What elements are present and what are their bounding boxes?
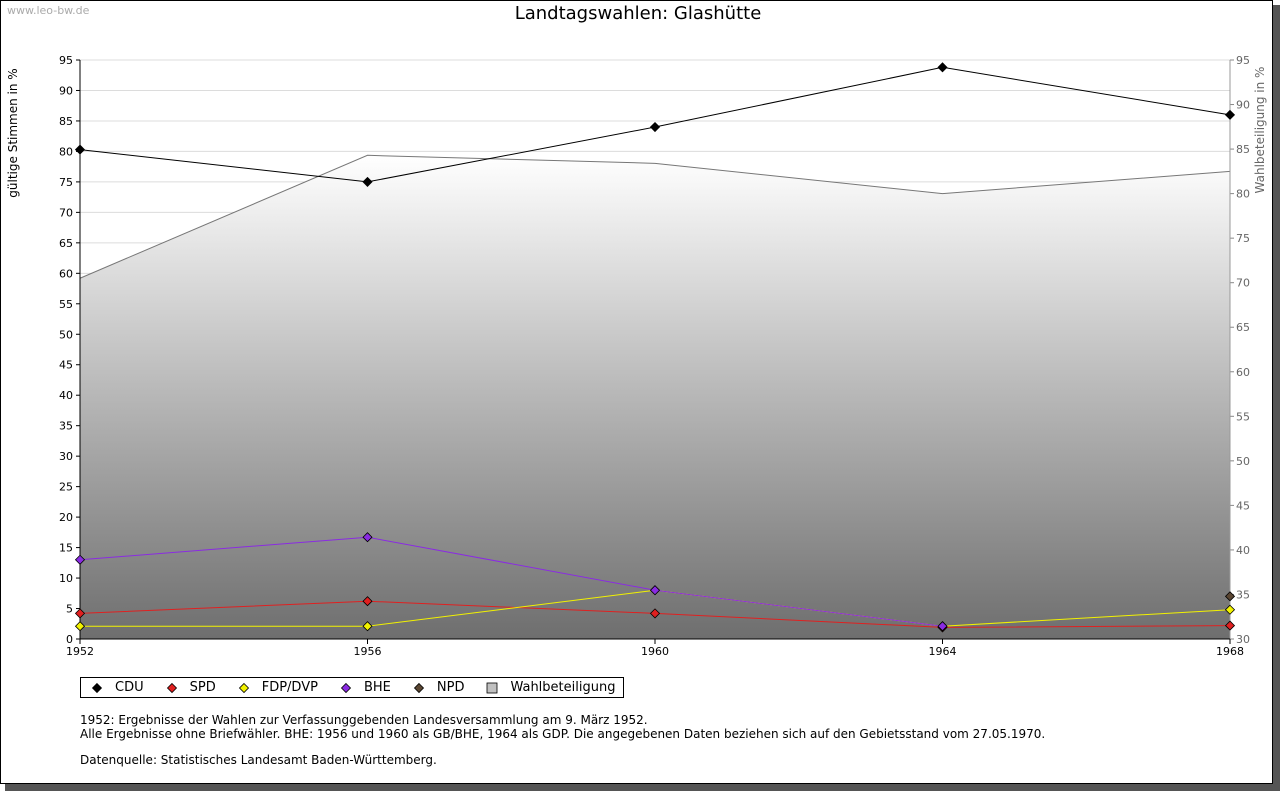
x-tick-label: 1952 (66, 645, 94, 658)
y-axis-label: gültige Stimmen in % (6, 68, 20, 197)
data-point-cdu (362, 176, 373, 187)
data-point-spd (1224, 620, 1236, 631)
diamond-marker-icon (238, 682, 250, 694)
legend-item: FDP/DVP (238, 680, 318, 695)
diamond-marker-icon (340, 682, 352, 694)
turnout-area-layer (79, 154, 1231, 639)
frame-shadow-right (1273, 5, 1280, 791)
y-tick-label: 75 (59, 176, 73, 189)
legend-label: NPD (436, 680, 465, 695)
y-tick-label: 50 (59, 328, 73, 341)
y2-tick-label: 95 (1236, 54, 1250, 67)
legend-label: FDP/DVP (261, 680, 318, 695)
y2-tick-label: 55 (1236, 410, 1250, 423)
chart-legend: CDU SPD FDP/DVP BHE NPD Wahlbeteiligung (80, 677, 625, 698)
data-point-spd (649, 608, 661, 619)
chart-title: Landtagswahlen: Glashütte (514, 3, 762, 24)
y-tick-label: 5 (66, 603, 73, 616)
y-tick-label: 35 (59, 420, 73, 433)
y-tick-label: 0 (66, 633, 73, 646)
data-point-fdp-dvp (74, 621, 86, 632)
turnout-area (80, 155, 1230, 639)
y-tick-label: 25 (59, 481, 73, 494)
legend-item: NPD (413, 680, 465, 695)
y2-tick-label: 40 (1236, 544, 1250, 557)
data-point-bhe (362, 532, 373, 543)
x-tick-label: 1964 (929, 645, 957, 658)
y-tick-label: 15 (59, 542, 73, 555)
y2-tick-label: 85 (1236, 143, 1250, 156)
data-point-bhe (649, 585, 661, 596)
series-line-bhe (79, 536, 943, 627)
y-tick-label: 60 (59, 267, 73, 280)
turnout-line (79, 154, 1231, 279)
x-tick-label: 1956 (354, 645, 382, 658)
y-tick-label: 70 (59, 206, 73, 219)
y-tick-label: 10 (59, 572, 73, 585)
legend-item: CDU (91, 680, 144, 695)
y-tick-label: 85 (59, 115, 73, 128)
legend-item: BHE (340, 680, 391, 695)
legend-label: BHE (363, 680, 391, 695)
diamond-marker-icon (413, 682, 425, 694)
data-point-bhe (74, 554, 86, 565)
y2-tick-label: 70 (1236, 277, 1250, 290)
y-tick-label: 95 (59, 54, 73, 67)
note-line-2: Alle Ergebnisse ohne Briefwähler. BHE: 1… (80, 727, 1046, 741)
data-point-cdu (649, 121, 661, 133)
square-marker-icon (486, 682, 498, 694)
y2-tick-label: 30 (1236, 633, 1250, 646)
data-point-cdu (74, 144, 86, 155)
y2-axis-label: Wahlbeteiligung in % (1253, 67, 1267, 194)
data-point-fdp-dvp (362, 621, 373, 632)
data-point-npd (1224, 591, 1236, 602)
note-line-1: 1952: Ergebnisse der Wahlen zur Verfassu… (80, 713, 648, 727)
legend-label: CDU (115, 680, 144, 695)
y-tick-label: 90 (59, 84, 73, 97)
data-point-spd (362, 596, 373, 607)
data-point-spd (74, 608, 86, 619)
chart-notes: 1952: Ergebnisse der Wahlen zur Verfassu… (80, 713, 1045, 767)
diamond-marker-icon (166, 682, 178, 694)
y-tick-label: 30 (59, 450, 73, 463)
y-tick-label: 55 (59, 298, 73, 311)
axis-layer: 0 5 10 15 20 25 30 35 40 45 50 55 60 65 70 75 80 85 90 95 30… (59, 54, 1250, 658)
frame-shadow-bottom (5, 784, 1280, 791)
data-source: Datenquelle: Statistisches Landesamt Bad… (80, 753, 437, 767)
y2-tick-label: 50 (1236, 455, 1250, 468)
legend-label: Wahlbeteiligung (510, 680, 616, 695)
y2-tick-label: 80 (1236, 188, 1250, 201)
line-chart: 0 5 10 15 20 25 30 35 40 45 50 55 60 65 70 75 80 85 90 95 30… (6, 54, 1267, 658)
y-tick-label: 20 (59, 511, 73, 524)
y-tick-label: 65 (59, 237, 73, 250)
legend-item: Wahlbeteiligung (486, 680, 615, 695)
y-tick-label: 40 (59, 389, 73, 402)
data-point-cdu (937, 62, 948, 73)
y2-tick-label: 45 (1236, 499, 1250, 512)
legend-label: SPD (189, 680, 216, 695)
y2-tick-label: 60 (1236, 366, 1250, 379)
series-layer (74, 62, 1236, 633)
data-point-cdu (1224, 109, 1236, 120)
y2-tick-label: 65 (1236, 321, 1250, 334)
y2-tick-label: 35 (1236, 588, 1250, 601)
watermark: www.leo-bw.de (7, 4, 90, 17)
x-tick-label: 1968 (1216, 645, 1244, 658)
data-point-bhe (937, 621, 948, 632)
y2-tick-label: 90 (1236, 99, 1250, 112)
y-tick-label: 80 (59, 145, 73, 158)
x-tick-label: 1960 (641, 645, 669, 658)
data-point-fdp-dvp (1224, 604, 1236, 615)
diamond-marker-icon (91, 682, 103, 694)
y-tick-label: 45 (59, 359, 73, 372)
y2-tick-label: 75 (1236, 232, 1250, 245)
legend-item: SPD (166, 680, 216, 695)
